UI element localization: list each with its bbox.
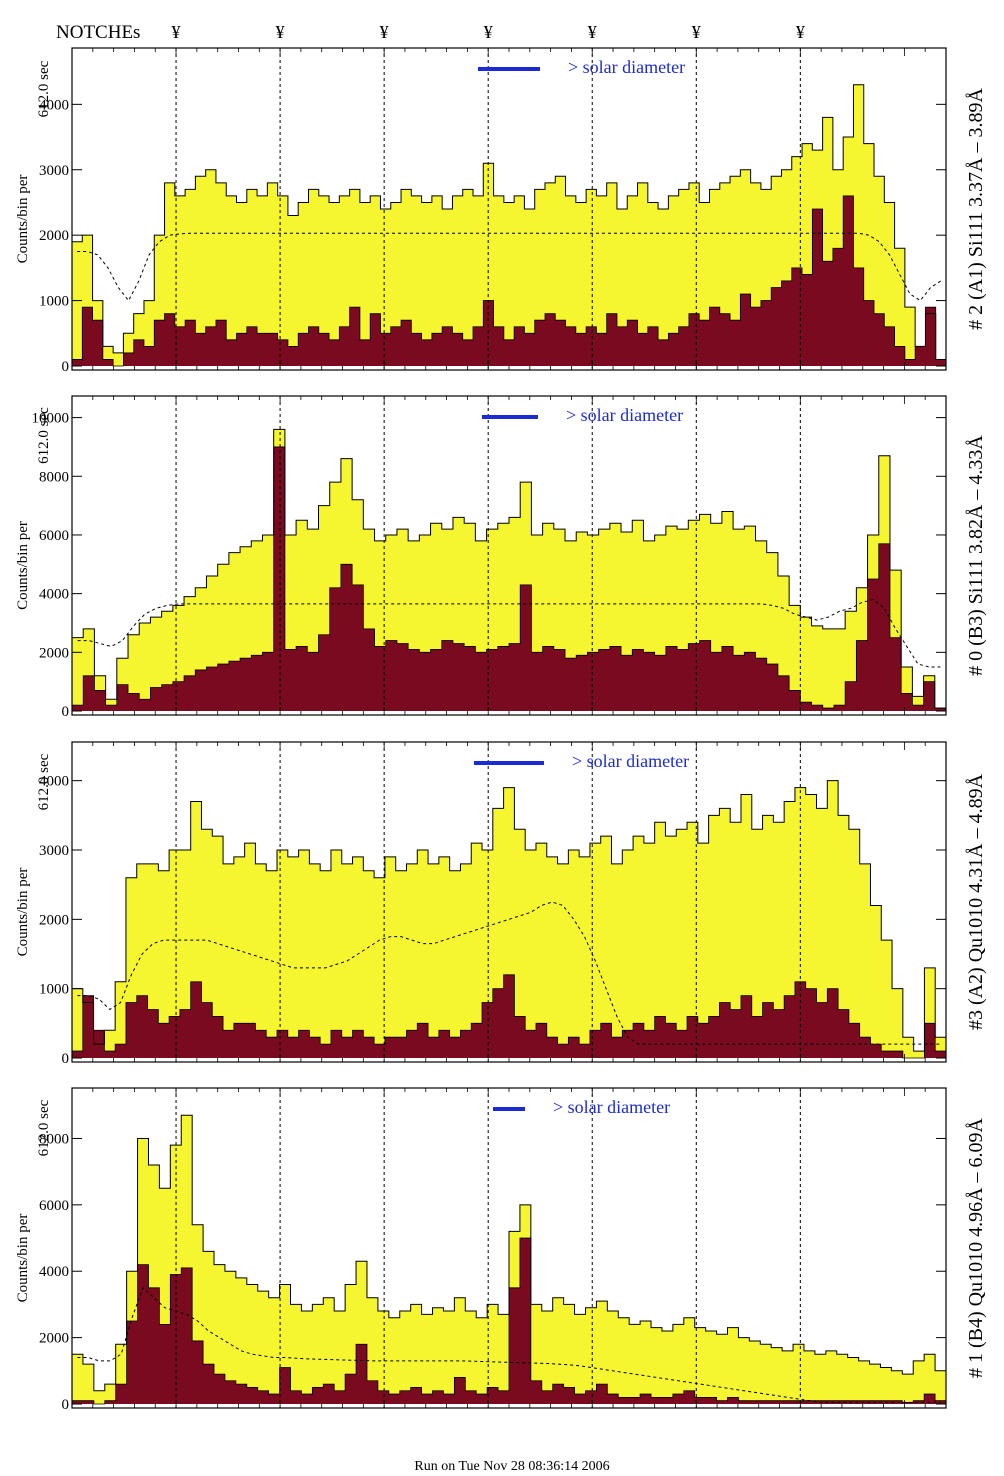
y-tick-label: 1000 xyxy=(39,294,69,310)
notches-header: NOTCHEs ¥ ¥ ¥ ¥ ¥ ¥ ¥ xyxy=(56,22,805,43)
y-tick-label: 8000 xyxy=(39,1131,69,1147)
legend-label: > solar diameter xyxy=(572,751,689,771)
notch-marker: ¥ xyxy=(484,22,493,42)
footer-run-text: Run on Tue Nov 28 08:36:14 2006 xyxy=(414,1459,609,1474)
legend-label: > solar diameter xyxy=(566,405,683,425)
panel-channel-label: # 1 (B4) Qu1010 4.96Å – 6.09Å xyxy=(965,1117,987,1378)
panel-2: 0 2000 4000 6000 8000 10000 Counts/bin per 612.… xyxy=(15,395,987,720)
series-total-outline xyxy=(72,1114,946,1392)
series-total xyxy=(72,780,946,1058)
legend-swatch xyxy=(478,67,540,71)
series-excess-outline xyxy=(72,195,946,367)
y-tick-label: 0 xyxy=(62,359,70,375)
series-model xyxy=(77,232,942,302)
series-excess xyxy=(72,195,946,366)
series-excess-outline xyxy=(72,1237,946,1405)
legend-swatch xyxy=(493,1107,525,1111)
y-tick-label: 3000 xyxy=(39,843,69,859)
series-model xyxy=(77,1286,941,1403)
legend-label: > solar diameter xyxy=(568,57,685,77)
y-tick-label: 6000 xyxy=(39,1198,69,1214)
y-tick-label: 4000 xyxy=(39,97,69,113)
y-tick-label: 0 xyxy=(62,1397,70,1413)
y-tick-label: 0 xyxy=(62,1051,70,1067)
notch-marker: ¥ xyxy=(796,22,805,42)
y-tick-label: 4000 xyxy=(39,587,69,603)
y-tick-label: 4000 xyxy=(39,1264,69,1280)
notch-marker: ¥ xyxy=(276,22,285,42)
series-model xyxy=(77,901,941,1045)
plot-area xyxy=(72,48,946,370)
y-tick-label: 1000 xyxy=(39,982,69,998)
panel-channel-label: #3 (A2) Qu1010 4.31Å – 4.89Å xyxy=(965,773,987,1030)
series-total xyxy=(72,429,946,711)
notch-marker: ¥ xyxy=(588,22,597,42)
notch-marker: ¥ xyxy=(380,22,389,42)
series-excess-outline xyxy=(72,974,946,1059)
legend-swatch xyxy=(482,415,538,419)
series-total xyxy=(72,84,946,367)
notch-marker: ¥ xyxy=(172,22,181,42)
y-tick-label: 0 xyxy=(62,704,70,720)
y-tick-label: 6000 xyxy=(39,528,69,544)
y-tick-label: 10000 xyxy=(32,411,70,427)
legend-swatch xyxy=(474,761,544,765)
panel-1: 0 1000 2000 3000 4000 Counts/bin per 612.0 sec… xyxy=(15,47,987,375)
y-tick-label: 2000 xyxy=(39,1331,69,1347)
y-tick-label: 4000 xyxy=(39,774,69,790)
y-tick-label: 2000 xyxy=(39,228,69,244)
notches-label: NOTCHEs xyxy=(56,22,140,43)
series-total-outline xyxy=(72,428,946,709)
legend-label: > solar diameter xyxy=(553,1097,670,1117)
y-axis-unit-label: 612.0 sec xyxy=(36,1099,52,1156)
y-tick-label: 3000 xyxy=(39,163,69,179)
y-axis-unit-label: 612.0 sec xyxy=(36,407,52,464)
plot-area xyxy=(72,742,946,1062)
series-total-outline xyxy=(72,780,946,1052)
y-axis-label: Counts/bin per xyxy=(15,175,31,264)
y-axis-unit-label: 612.0 sec xyxy=(36,60,52,117)
y-axis-label: Counts/bin per xyxy=(15,868,31,957)
plot-area xyxy=(72,396,946,715)
plot-area xyxy=(72,1088,946,1408)
y-axis-label: Counts/bin per xyxy=(15,1214,31,1303)
series-excess xyxy=(72,446,946,711)
notch-marker: ¥ xyxy=(692,22,701,42)
panel-4: 0 2000 4000 6000 8000 Counts/bin per 612.0 sec… xyxy=(15,1087,987,1413)
y-tick-label: 8000 xyxy=(39,469,69,485)
panel-3: 0 1000 2000 3000 4000 Counts/bin per 612.0 sec… xyxy=(15,741,987,1067)
y-axis-label: Counts/bin per xyxy=(15,521,31,610)
panel-channel-label: # 2 (A1) Si111 3.37Å – 3.89Å xyxy=(965,88,987,330)
y-axis-unit-label: 612.0 sec xyxy=(36,753,52,810)
y-tick-label: 2000 xyxy=(39,645,69,661)
y-tick-label: 2000 xyxy=(39,912,69,928)
panel-channel-label: # 0 (B3) Si111 3.82Å – 4.33Å xyxy=(965,435,987,676)
